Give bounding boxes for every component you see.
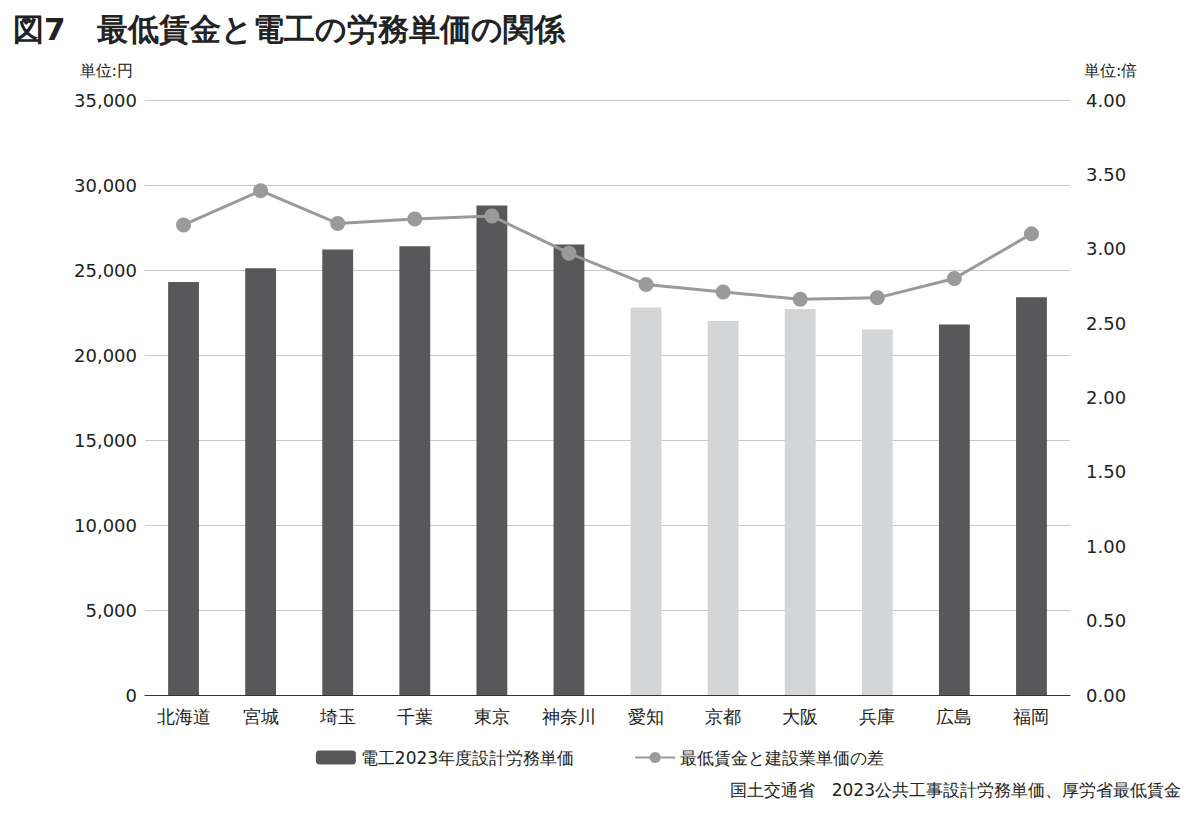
svg-text:神奈川: 神奈川 bbox=[542, 706, 596, 727]
svg-text:大阪: 大阪 bbox=[782, 706, 818, 727]
svg-text:15,000: 15,000 bbox=[74, 430, 137, 451]
svg-text:30,000: 30,000 bbox=[74, 175, 137, 196]
svg-text:1.50: 1.50 bbox=[1086, 461, 1126, 482]
svg-text:4.00: 4.00 bbox=[1086, 90, 1126, 111]
svg-text:北海道: 北海道 bbox=[157, 706, 211, 727]
svg-text:0.50: 0.50 bbox=[1086, 610, 1126, 631]
svg-text:1.00: 1.00 bbox=[1086, 536, 1126, 557]
svg-text:0.00: 0.00 bbox=[1086, 685, 1126, 706]
svg-text:5,000: 5,000 bbox=[85, 600, 137, 621]
svg-text:2.00: 2.00 bbox=[1086, 387, 1126, 408]
svg-text:埼玉: 埼玉 bbox=[319, 706, 356, 727]
svg-text:単位:円: 単位:円 bbox=[80, 61, 133, 80]
svg-text:10,000: 10,000 bbox=[74, 515, 137, 536]
svg-text:3.50: 3.50 bbox=[1086, 164, 1126, 185]
svg-text:東京: 東京 bbox=[474, 706, 510, 727]
svg-text:広島: 広島 bbox=[936, 706, 972, 727]
svg-text:愛知: 愛知 bbox=[628, 706, 664, 727]
svg-text:京都: 京都 bbox=[705, 706, 741, 727]
svg-text:3.00: 3.00 bbox=[1086, 238, 1126, 259]
svg-text:35,000: 35,000 bbox=[74, 90, 137, 111]
svg-text:千葉: 千葉 bbox=[397, 706, 433, 727]
svg-text:国土交通省 2023公共工事設計労務単価、厚労省最低賃金: 国土交通省 2023公共工事設計労務単価、厚労省最低賃金 bbox=[730, 780, 1181, 800]
svg-text:宮城: 宮城 bbox=[243, 706, 279, 727]
svg-text:図7 最低賃金と電工の労務単価の関係: 図7 最低賃金と電工の労務単価の関係 bbox=[13, 11, 566, 47]
svg-text:電工2023年度設計労務単価: 電工2023年度設計労務単価 bbox=[361, 748, 574, 768]
svg-text:0: 0 bbox=[126, 685, 137, 706]
svg-text:単位:倍: 単位:倍 bbox=[1084, 61, 1137, 80]
svg-text:兵庫: 兵庫 bbox=[859, 706, 895, 727]
svg-text:最低賃金と建設業単価の差: 最低賃金と建設業単価の差 bbox=[680, 748, 884, 768]
svg-text:2.50: 2.50 bbox=[1086, 313, 1126, 334]
svg-text:福岡: 福岡 bbox=[1013, 706, 1049, 727]
svg-text:20,000: 20,000 bbox=[74, 345, 137, 366]
svg-text:25,000: 25,000 bbox=[74, 260, 137, 281]
